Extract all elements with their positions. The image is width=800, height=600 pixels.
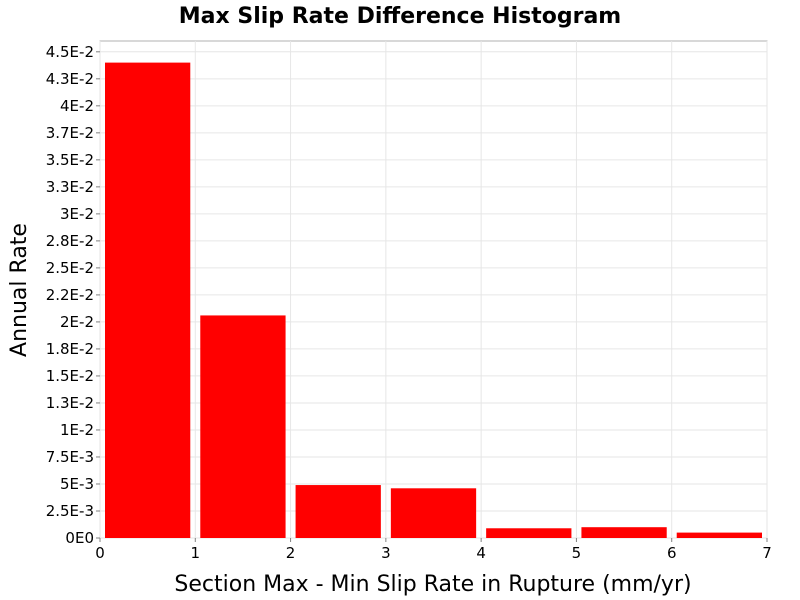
x-tick-label: 2 (286, 544, 296, 562)
y-tick-label: 1.8E-2 (46, 340, 94, 358)
y-tick-label: 4E-2 (60, 97, 94, 115)
y-tick-label: 2E-2 (60, 313, 94, 331)
histogram-bar (105, 62, 191, 538)
bar-series (105, 62, 762, 538)
y-tick-label: 3E-2 (60, 205, 94, 223)
y-tick-label: 0E0 (65, 529, 94, 547)
plot-area (99, 40, 768, 539)
y-tick-label: 2.8E-2 (46, 232, 94, 250)
y-tick-label: 1.5E-2 (46, 367, 94, 385)
y-tick-label: 3.5E-2 (46, 151, 94, 169)
x-tick-label: 4 (476, 544, 486, 562)
y-tick-label: 2.2E-2 (46, 286, 94, 304)
x-tick-label: 1 (191, 544, 201, 562)
y-tick-label: 1.3E-2 (46, 394, 94, 412)
y-axis-ticks: 0E0 2.5E-3 5E-3 7.5E-3 1E-2 1.3E-2 1.5E-2 1.8E-… (46, 43, 100, 547)
histogram-bar (676, 532, 762, 538)
histogram-bar (390, 488, 477, 538)
x-tick-label: 3 (381, 544, 391, 562)
x-tick-label: 5 (572, 544, 582, 562)
x-axis-label: Section Max - Min Slip Rate in Rupture (… (174, 572, 691, 597)
y-tick-label: 2.5E-2 (46, 259, 94, 277)
y-tick-label: 4.3E-2 (46, 70, 94, 88)
histogram-bar (581, 527, 667, 538)
x-tick-label: 6 (667, 544, 677, 562)
chart-title: Max Slip Rate Difference Histogram (179, 4, 621, 29)
x-tick-label: 7 (762, 544, 772, 562)
y-tick-label: 4.5E-2 (46, 43, 94, 61)
y-tick-label: 7.5E-3 (46, 448, 94, 466)
y-tick-label: 3.3E-2 (46, 178, 94, 196)
y-tick-label: 3.7E-2 (46, 124, 94, 142)
y-tick-label: 1E-2 (60, 421, 94, 439)
histogram-bar (200, 315, 286, 538)
y-tick-label: 5E-3 (60, 475, 94, 493)
histogram-bar (486, 528, 572, 538)
histogram-bar (295, 485, 381, 538)
y-tick-label: 2.5E-3 (46, 502, 94, 520)
y-axis-label: Annual Rate (7, 223, 32, 357)
x-axis-ticks: 0 1 2 3 4 5 6 7 (95, 538, 772, 562)
x-tick-label: 0 (95, 544, 105, 562)
